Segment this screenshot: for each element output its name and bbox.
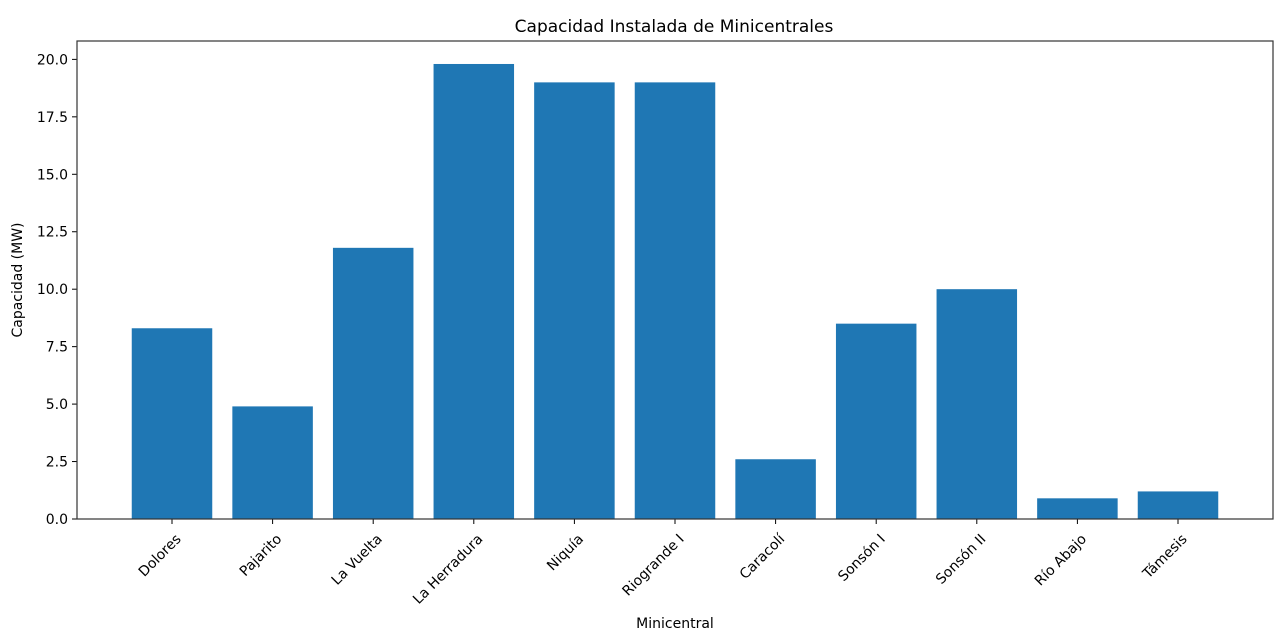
x-tick-label: Caracolí: [737, 531, 789, 583]
x-tick-label: Pajarito: [237, 531, 285, 579]
y-tick-label: 20.0: [37, 52, 68, 68]
x-tick-label: Sonsón II: [933, 531, 989, 587]
y-axis: 0.0 2.5 5.0 7.5 10.0 12.5 15.0 17.5 20.0: [37, 52, 77, 528]
bar: [232, 406, 313, 519]
bar: [433, 63, 515, 519]
x-tick-label: Dolores: [136, 531, 185, 580]
x-tick-label: Sonsón I: [835, 531, 888, 584]
y-tick-label: 2.5: [46, 455, 68, 471]
x-tick-label: Niquía: [544, 531, 587, 574]
y-tick-label: 10.0: [37, 282, 68, 298]
y-tick-label: 17.5: [37, 110, 68, 126]
bar: [534, 82, 615, 520]
bar: [332, 247, 414, 519]
x-tick-label: La Herradura: [410, 531, 486, 607]
y-tick-label: 15.0: [37, 167, 68, 183]
y-tick-label: 5.0: [46, 397, 68, 413]
bar: [131, 328, 213, 519]
bar: [735, 459, 816, 519]
x-axis: Dolores Pajarito La Vuelta La Herradura Niqu…: [136, 519, 1191, 608]
x-tick-label: Río Abajo: [1032, 531, 1090, 589]
bar: [936, 289, 1018, 519]
y-tick-label: 0.0: [46, 512, 68, 528]
x-tick-label: Támesis: [1139, 531, 1190, 582]
bar: [835, 323, 917, 519]
bar: [1037, 498, 1118, 519]
chart-title: Capacidad Instalada de Minicentrales: [515, 17, 834, 37]
y-tick-label: 7.5: [46, 340, 68, 356]
x-axis-label: Minicentral: [636, 616, 714, 632]
plot-frame: [76, 40, 1274, 520]
x-tick-label: Riogrande I: [619, 531, 687, 599]
bar: [634, 82, 716, 520]
bar: [1137, 491, 1219, 519]
y-tick-label: 12.5: [37, 225, 68, 241]
bars-group: [131, 63, 1219, 520]
x-tick-label: La Vuelta: [329, 531, 386, 588]
y-axis-label: Capacidad (MW): [10, 222, 26, 337]
